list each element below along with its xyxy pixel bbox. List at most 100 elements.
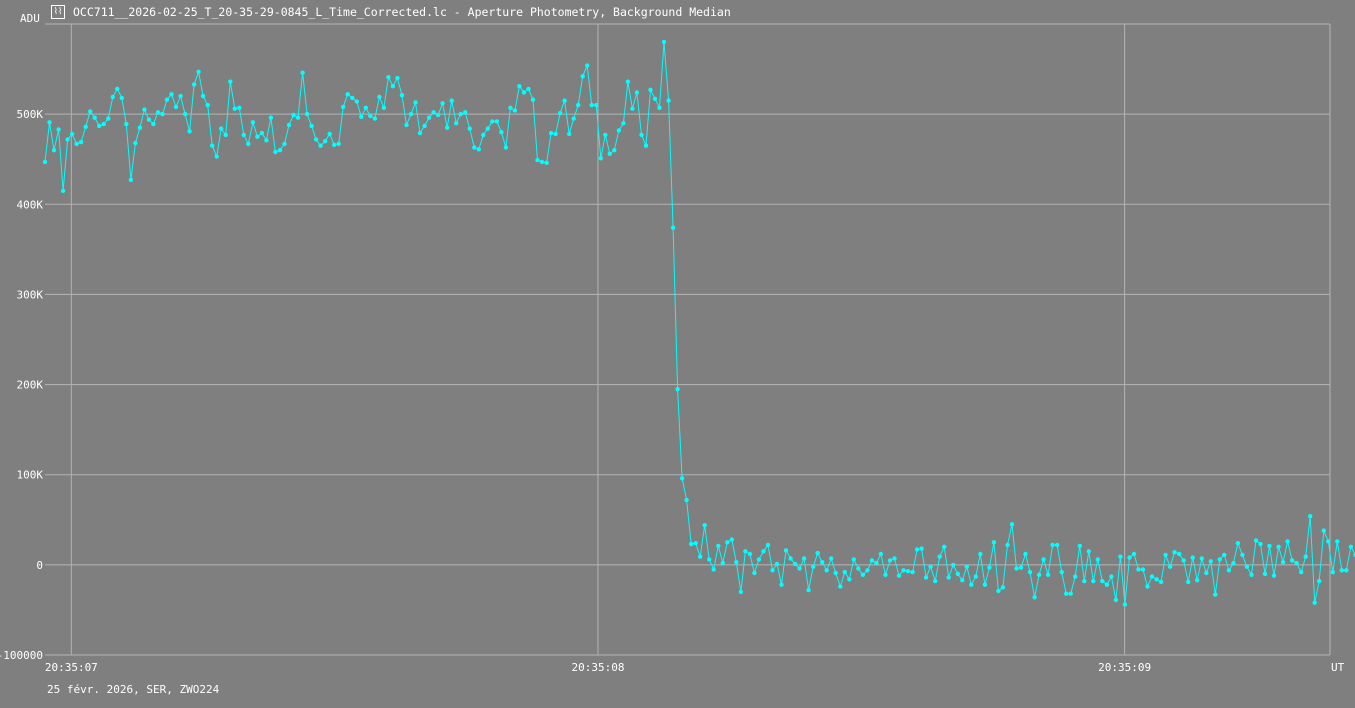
data-point xyxy=(1344,568,1349,573)
data-point xyxy=(526,86,531,92)
y-axis-label: ADU xyxy=(20,12,40,25)
data-point xyxy=(725,540,730,545)
data-point xyxy=(621,121,626,126)
data-point xyxy=(652,96,658,102)
data-point xyxy=(318,143,323,148)
data-point xyxy=(1244,564,1250,569)
data-point xyxy=(720,560,725,566)
data-point xyxy=(83,124,88,129)
data-point xyxy=(874,560,879,566)
data-point xyxy=(815,550,820,556)
data-point xyxy=(675,386,680,392)
data-point xyxy=(1231,560,1236,566)
data-point xyxy=(440,101,445,106)
data-point xyxy=(865,568,870,573)
data-point xyxy=(1000,585,1006,590)
data-point xyxy=(332,142,337,147)
data-point xyxy=(390,84,396,89)
data-point xyxy=(182,111,188,117)
data-point xyxy=(268,115,274,120)
data-point xyxy=(1271,573,1277,578)
data-point xyxy=(69,131,75,137)
data-point xyxy=(512,108,518,113)
data-point xyxy=(164,97,170,102)
data-point xyxy=(196,69,201,75)
data-point xyxy=(1095,557,1101,562)
y-tick-label: 200K xyxy=(17,379,44,392)
data-point xyxy=(811,564,816,569)
data-point xyxy=(973,574,978,579)
data-point xyxy=(88,109,93,114)
data-point xyxy=(1312,600,1317,605)
data-point xyxy=(359,114,364,120)
y-tick-label: 400K xyxy=(17,198,44,211)
data-point xyxy=(657,105,662,111)
data-point xyxy=(955,571,960,577)
data-point xyxy=(946,575,951,580)
data-point xyxy=(472,145,477,150)
data-point xyxy=(1204,570,1209,576)
data-point xyxy=(829,556,834,561)
y-tick-label: -100000 xyxy=(0,649,43,662)
data-point xyxy=(594,102,599,108)
data-point xyxy=(508,105,513,111)
data-point xyxy=(467,126,472,131)
data-point xyxy=(1294,560,1299,566)
data-point xyxy=(205,102,210,108)
data-point xyxy=(919,546,924,551)
data-point xyxy=(1348,544,1354,549)
data-point xyxy=(1082,578,1087,584)
data-point xyxy=(783,548,789,553)
data-point xyxy=(883,572,888,577)
data-point xyxy=(304,111,310,117)
series-line xyxy=(44,41,1355,605)
data-point xyxy=(612,148,617,153)
data-point xyxy=(128,177,134,183)
data-point xyxy=(1208,559,1214,564)
data-point xyxy=(1122,602,1128,607)
data-point xyxy=(47,120,52,125)
data-point xyxy=(806,587,811,593)
data-point xyxy=(698,554,703,559)
data-point xyxy=(1299,569,1304,575)
data-point xyxy=(295,115,301,120)
data-point xyxy=(133,140,138,146)
data-point xyxy=(711,567,716,572)
data-point xyxy=(264,138,269,143)
data-point xyxy=(431,110,436,115)
data-point xyxy=(178,93,183,99)
data-point xyxy=(1262,571,1268,577)
data-point xyxy=(761,549,766,554)
data-point xyxy=(1163,552,1168,558)
data-point xyxy=(517,84,522,89)
data-point xyxy=(738,589,744,595)
data-point xyxy=(779,582,784,587)
data-point xyxy=(567,131,572,137)
data-point xyxy=(1041,557,1046,562)
data-point xyxy=(341,104,346,110)
data-point xyxy=(661,39,667,45)
data-point xyxy=(232,106,237,111)
data-point xyxy=(1091,578,1096,584)
data-point xyxy=(1100,578,1105,584)
data-point xyxy=(788,556,793,561)
data-point xyxy=(1253,538,1259,543)
data-point xyxy=(1104,582,1110,587)
data-point xyxy=(996,588,1001,594)
data-point xyxy=(1235,541,1241,546)
data-point xyxy=(463,110,468,115)
data-point xyxy=(78,139,84,145)
data-point xyxy=(833,570,838,576)
lightcurve-app-icon[interactable]: ⌇⌇ xyxy=(51,5,65,19)
data-point xyxy=(666,98,671,103)
data-point xyxy=(689,541,694,547)
window-title: OCC711__2026-02-25_T_20-35-29-0845_L_Tim… xyxy=(73,5,731,19)
data-point xyxy=(237,105,242,111)
data-point xyxy=(987,565,992,570)
data-point xyxy=(896,573,902,578)
data-point xyxy=(417,130,423,136)
data-point xyxy=(589,102,594,108)
data-point xyxy=(729,537,734,542)
data-point xyxy=(942,544,947,549)
